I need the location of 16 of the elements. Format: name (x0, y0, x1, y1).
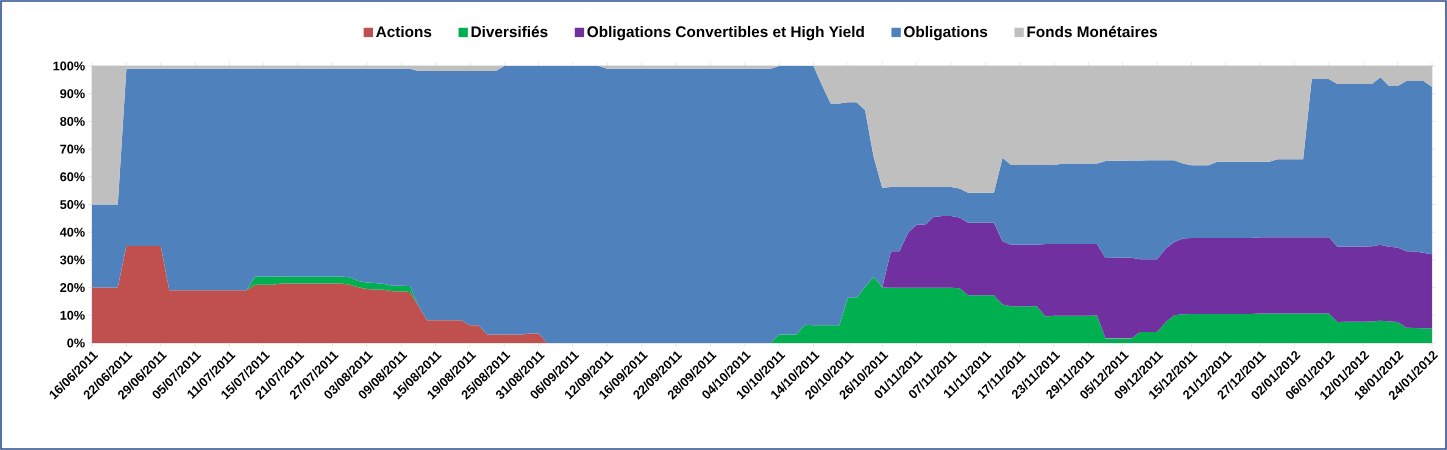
y-tick-label: 50% (60, 200, 85, 209)
legend-label: Diversifiés (471, 25, 548, 38)
y-tick-label: 90% (60, 89, 85, 99)
y-tick-label: 10% (60, 310, 85, 320)
y-tick-label: 80% (60, 116, 85, 126)
y-tick-label: 30% (60, 255, 85, 265)
y-tick-label: 100% (53, 61, 85, 71)
y-tick-label: 70% (60, 144, 85, 154)
legend-label: Obligations Convertibles et High Yield (587, 25, 864, 41)
y-tick-label: 20% (60, 283, 85, 293)
y-tick-label: 60% (60, 172, 85, 182)
legend-label: Obligations (904, 25, 988, 41)
legend-label: Fonds Monétaires (1027, 25, 1158, 38)
y-tick-label: 40% (59, 227, 85, 237)
y-tick-label: 0% (67, 338, 85, 348)
legend-label: Actions (376, 25, 432, 38)
